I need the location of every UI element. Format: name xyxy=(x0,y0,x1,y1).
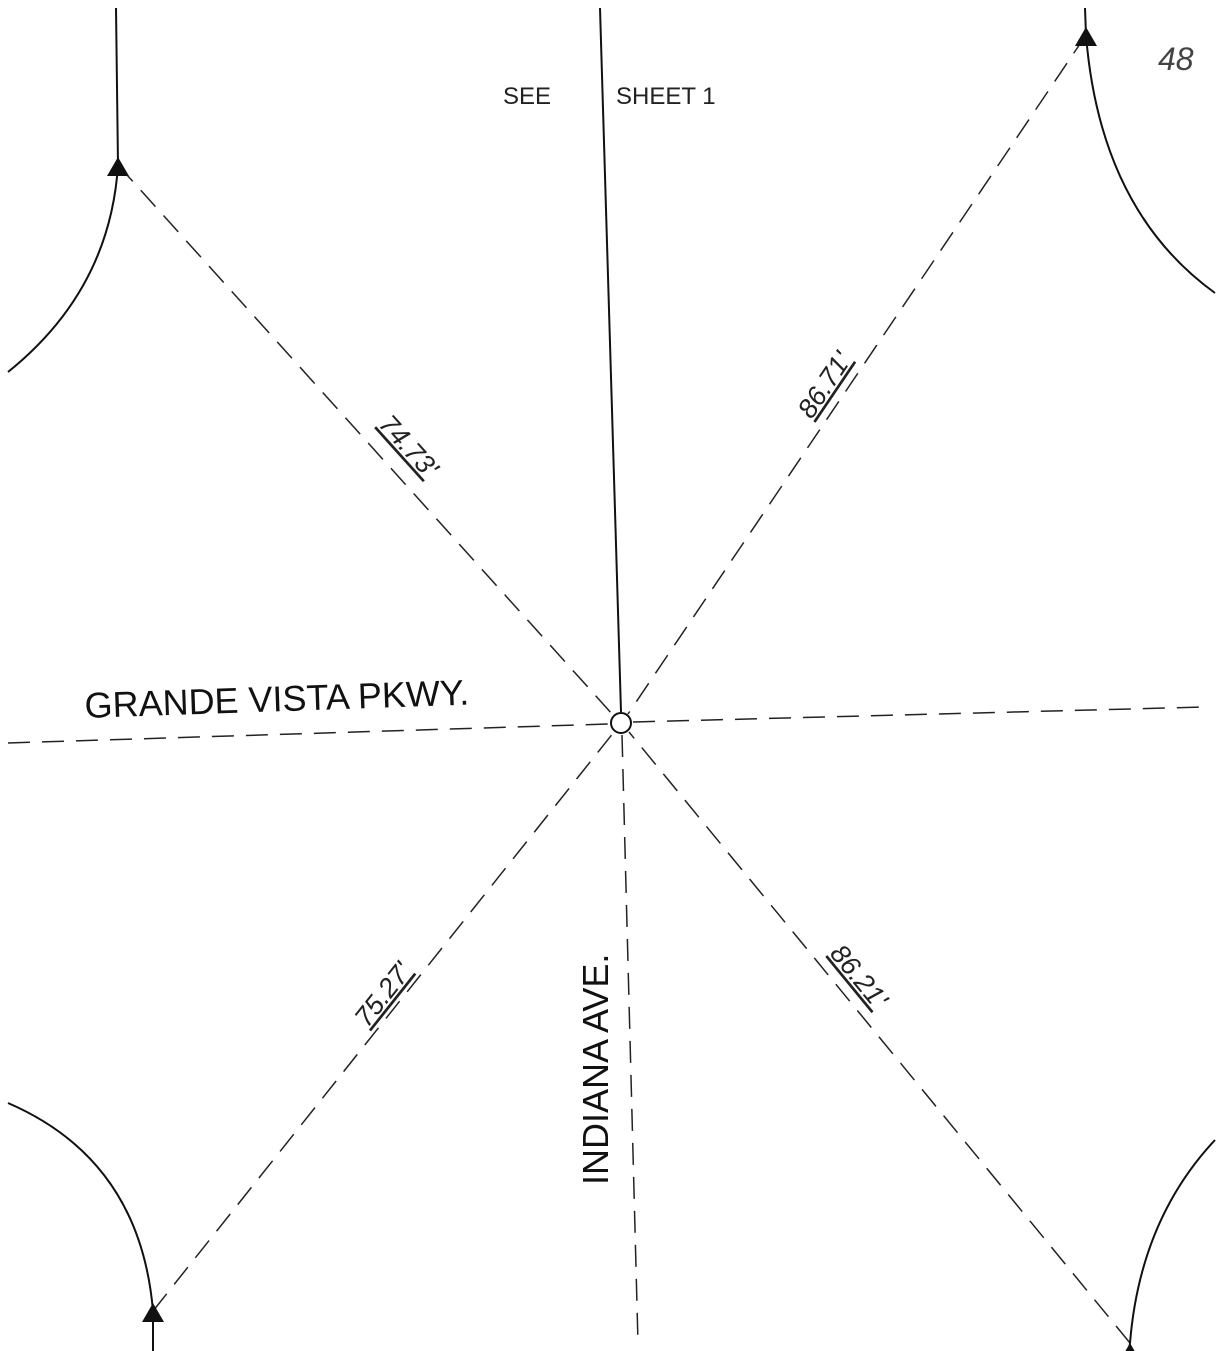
tie-sw xyxy=(152,731,615,1312)
distance-sw: 75.27' xyxy=(349,956,418,1032)
match-left: SEE xyxy=(503,83,551,110)
curb-se xyxy=(1128,1139,1216,1351)
tie-se xyxy=(628,731,1131,1344)
street-horizontal: GRANDE VISTA PKWY. xyxy=(84,672,470,726)
centerline-west xyxy=(7,723,610,744)
marker-sw xyxy=(142,1303,164,1322)
marker-nw xyxy=(107,157,129,176)
centerline-east xyxy=(632,706,1206,723)
distance-ne: 86.71' xyxy=(792,346,858,424)
sheet-number: 48 xyxy=(1158,41,1194,77)
curb-nw xyxy=(7,7,120,373)
curb-ne xyxy=(1084,7,1216,294)
distance-nw: 74.73' xyxy=(373,409,445,484)
centerline-north xyxy=(599,7,622,713)
marker-ne xyxy=(1075,27,1097,46)
tie-ne xyxy=(627,34,1087,715)
marker-se xyxy=(1125,1343,1135,1351)
match-right: SHEET 1 xyxy=(616,83,716,110)
center-point xyxy=(610,712,632,734)
distance-se: 86.21' xyxy=(824,939,894,1015)
curb-sw xyxy=(7,1102,154,1351)
centerline-south xyxy=(621,734,639,1344)
tie-nw xyxy=(117,164,614,716)
street-vertical: INDIANA AVE. xyxy=(575,954,616,1185)
